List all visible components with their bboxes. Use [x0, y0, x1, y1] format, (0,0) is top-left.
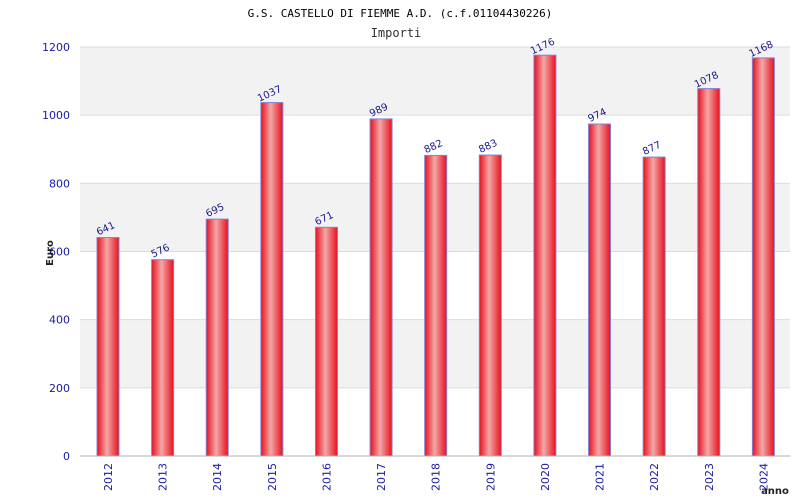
y-tick-label: 1000 — [42, 109, 70, 122]
data-label: 883 — [477, 138, 499, 156]
bar-2013 — [151, 259, 175, 457]
x-tick-label: 2021 — [594, 463, 607, 491]
x-tick-label: 2017 — [375, 463, 388, 491]
x-tick-label: 2018 — [430, 463, 443, 491]
data-label: 882 — [423, 138, 445, 156]
chart-subtitle: Importi — [371, 26, 422, 40]
x-tick-label: 2022 — [648, 463, 661, 491]
grid-band — [80, 47, 790, 116]
x-tick-label: 2013 — [157, 463, 170, 491]
y-axis-ticks: 0 200 400 600 800 1000 1200 — [42, 41, 70, 463]
bar-2019 — [478, 154, 502, 457]
bar-2015 — [260, 102, 284, 457]
bar-2014 — [205, 218, 229, 457]
x-tick-label: 2023 — [703, 463, 716, 491]
bar-2023 — [697, 88, 721, 457]
bar-2018 — [424, 154, 448, 457]
x-tick-label: 2019 — [484, 463, 497, 491]
x-tick-label: 2020 — [539, 463, 552, 491]
bars — [96, 54, 775, 457]
x-axis-label: anno — [761, 486, 789, 497]
chart-title: G.S. CASTELLO DI FIEMME A.D. (c.f.011044… — [248, 7, 553, 20]
bar-2021 — [588, 123, 612, 457]
y-tick-label: 400 — [49, 314, 70, 327]
y-tick-label: 0 — [63, 450, 70, 463]
y-axis-label: Euro — [45, 240, 56, 266]
bar-2012 — [96, 237, 120, 457]
x-tick-label: 2015 — [266, 463, 279, 491]
x-tick-label: 2024 — [757, 463, 770, 491]
y-tick-label: 600 — [49, 246, 70, 259]
x-tick-label: 2014 — [211, 463, 224, 491]
y-tick-label: 200 — [49, 382, 70, 395]
x-axis-ticks: 2012 2013 2014 2015 2016 2017 2018 2019 2020 2021… — [102, 463, 770, 491]
y-tick-label: 1200 — [42, 41, 70, 54]
bar-2022 — [642, 156, 666, 457]
y-tick-label: 800 — [49, 177, 70, 190]
bar-2024 — [751, 57, 775, 457]
bar-2016 — [314, 226, 338, 457]
x-tick-label: 2012 — [102, 463, 115, 491]
bar-2017 — [369, 118, 393, 457]
data-label: 877 — [641, 140, 663, 158]
bar-2020 — [533, 54, 557, 457]
x-tick-label: 2016 — [320, 463, 333, 491]
